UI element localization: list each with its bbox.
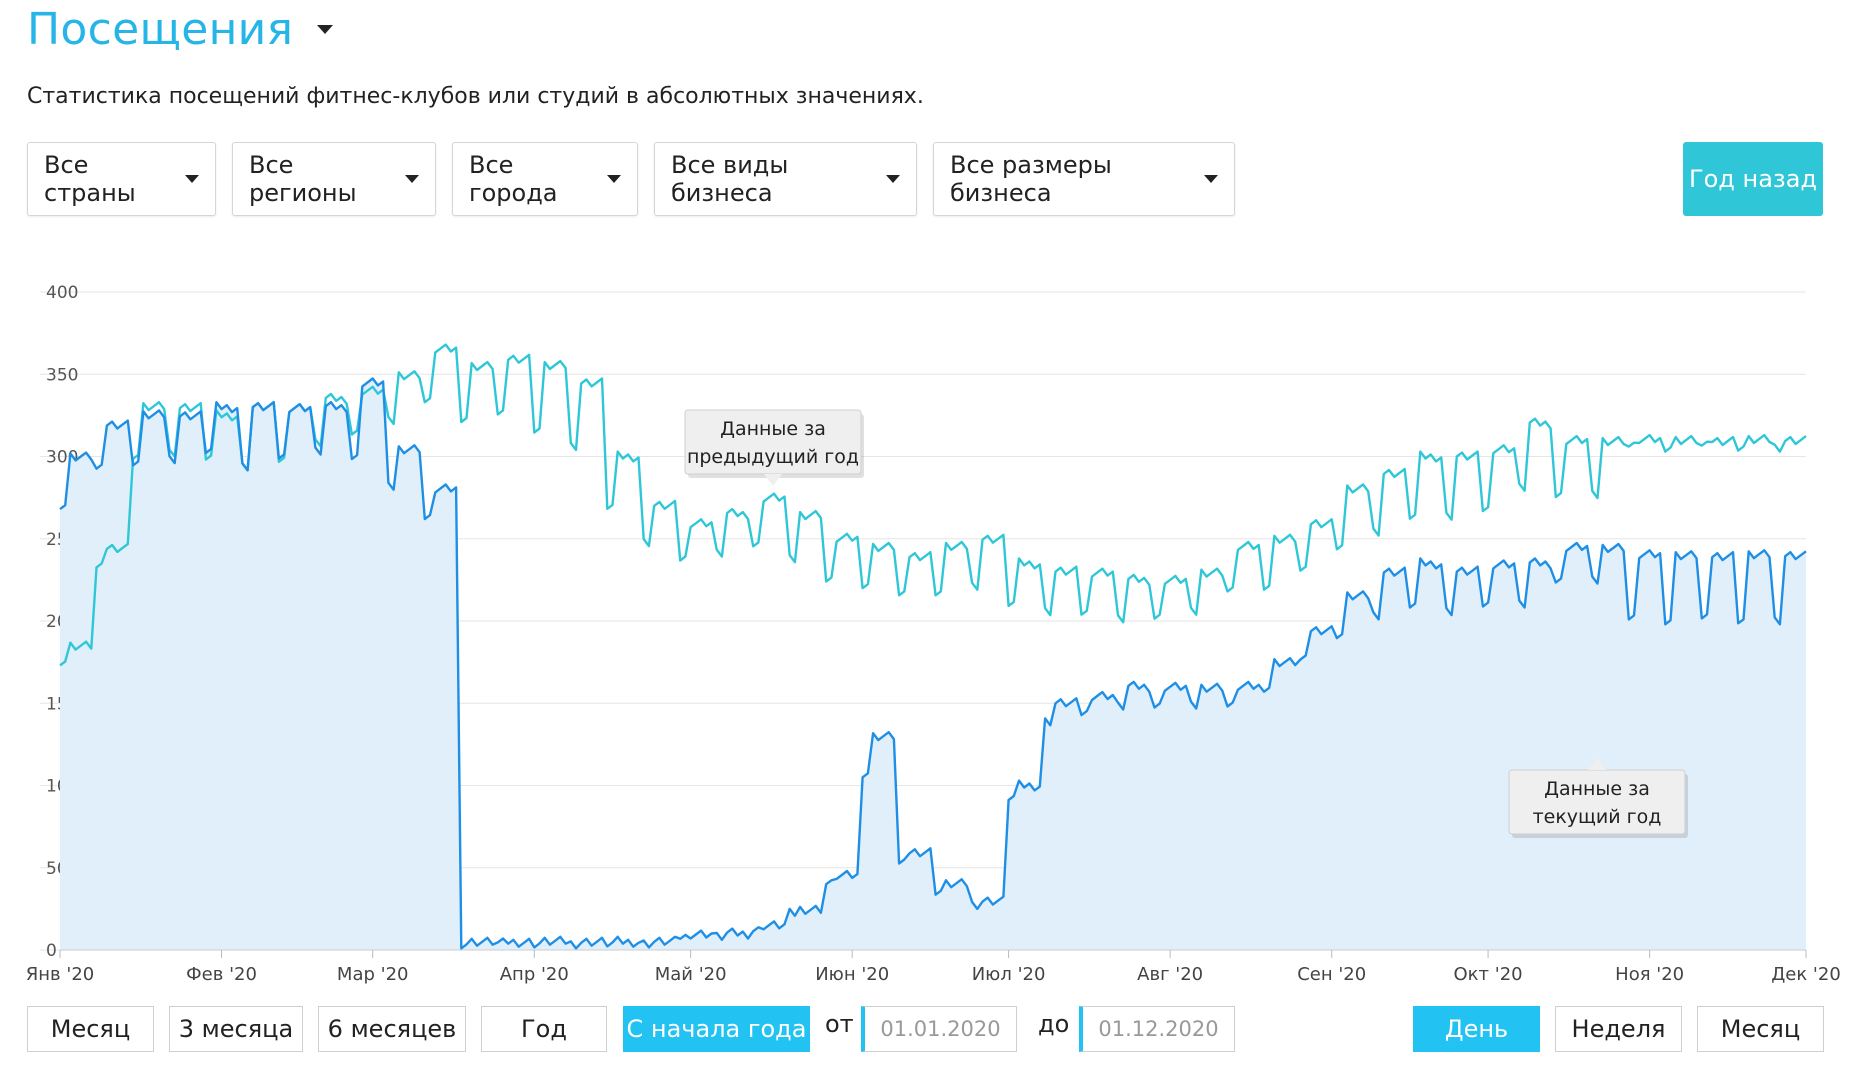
x-tick-label: Дек '20 (1771, 964, 1841, 985)
year-back-button[interactable]: Год назад (1683, 142, 1823, 216)
filter-label: Все города (469, 151, 558, 207)
chevron-down-icon (886, 175, 900, 183)
chevron-down-icon (185, 175, 199, 183)
tooltip-pointer (1588, 758, 1606, 770)
granularity-week-button[interactable]: Неделя (1555, 1006, 1682, 1052)
filter-label: Все виды бизнеса (671, 151, 789, 207)
filter-label: Все регионы (249, 151, 357, 207)
date-from-label: от (825, 1010, 854, 1038)
filter-business-size-dropdown[interactable]: Все размеры бизнеса (933, 142, 1235, 216)
x-tick-label: Ноя '20 (1615, 964, 1684, 985)
x-tick-label: Сен '20 (1297, 964, 1366, 985)
x-tick-label: Янв '20 (26, 964, 94, 985)
x-tick-label: Мар '20 (337, 964, 409, 985)
current-year-line (59, 377, 1807, 950)
range-3-months-button[interactable]: 3 месяца (169, 1006, 303, 1052)
granularity-month-button[interactable]: Месяц (1697, 1006, 1824, 1052)
range-ytd-button[interactable]: С начала года (623, 1006, 810, 1052)
y-tick-label: 350 (46, 365, 78, 385)
filter-region-dropdown[interactable]: Все регионы (232, 142, 436, 216)
tooltip-text: текущий год (1533, 806, 1662, 828)
x-tick-label: Авг '20 (1137, 964, 1203, 985)
tooltip-pointer (764, 474, 782, 486)
range-month-button[interactable]: Месяц (27, 1006, 154, 1052)
chevron-down-icon (607, 175, 621, 183)
date-from-input[interactable]: 01.01.2020 (861, 1006, 1017, 1052)
x-tick-label: Окт '20 (1454, 964, 1523, 985)
page-title[interactable]: Посещения (27, 3, 294, 55)
current-year-annotation: Данные за текущий год (1508, 758, 1688, 838)
x-tick-label: Июл '20 (972, 964, 1046, 985)
tooltip-text: Данные за (1544, 778, 1650, 800)
tooltip-text: Данные за (720, 418, 826, 440)
filter-country-dropdown[interactable]: Все страны (27, 142, 216, 216)
x-tick-label: Июн '20 (815, 964, 889, 985)
x-tick-label: Фев '20 (186, 964, 257, 985)
chevron-down-icon[interactable] (317, 24, 334, 34)
x-tick-label: Май '20 (655, 964, 727, 985)
date-to-label: до (1038, 1010, 1070, 1038)
range-6-months-button[interactable]: 6 месяцев (318, 1006, 466, 1052)
previous-year-annotation: Данные за предыдущий год (684, 409, 864, 486)
filter-label: Все размеры бизнеса (950, 151, 1112, 207)
filter-label: Все страны (44, 151, 136, 207)
range-year-button[interactable]: Год (481, 1006, 607, 1052)
tooltip-text: предыдущий год (687, 446, 859, 468)
granularity-day-button[interactable]: День (1413, 1006, 1540, 1052)
x-tick-label: Апр '20 (500, 964, 569, 985)
filter-business-type-dropdown[interactable]: Все виды бизнеса (654, 142, 917, 216)
filter-city-dropdown[interactable]: Все города (452, 142, 638, 216)
date-to-input[interactable]: 01.12.2020 (1079, 1006, 1235, 1052)
title-row: Посещения (27, 0, 334, 58)
current-year-area (60, 378, 1806, 950)
y-tick-label: 0 (46, 941, 57, 961)
chevron-down-icon (1204, 175, 1218, 183)
previous-year-line (59, 343, 1807, 667)
chevron-down-icon (405, 175, 419, 183)
y-tick-label: 400 (46, 283, 78, 303)
page-subtitle: Статистика посещений фитнес-клубов или с… (27, 84, 924, 109)
